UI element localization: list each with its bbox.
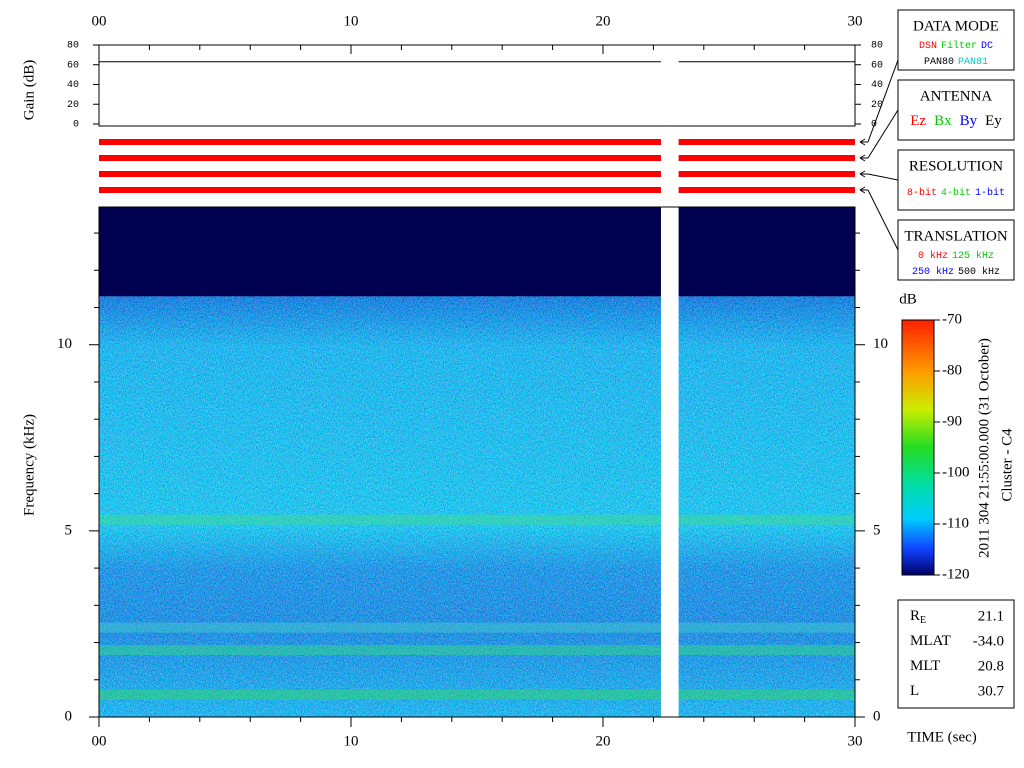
legend-item: 0 kHz — [918, 250, 948, 262]
x-tick-label: 10 — [344, 733, 359, 749]
legend-pointer — [859, 186, 899, 251]
legend-item: 1-bit — [975, 187, 1005, 199]
info-label-main: MLAT — [910, 633, 951, 649]
legend-row: PAN80 PAN81 — [924, 57, 988, 68]
legend-row: 8-bit 4-bit 1-bit — [907, 187, 1005, 199]
gain-tick-label: 0 — [73, 120, 79, 131]
freq-tick-label: 10 — [873, 336, 888, 352]
legend-item: Ez — [910, 113, 926, 129]
data-gap — [660, 135, 679, 717]
legend-item: Bx — [934, 113, 952, 129]
colorbar — [901, 319, 935, 576]
gain-tick-label: 60 — [871, 60, 883, 71]
legend-item: PAN81 — [958, 57, 988, 68]
status-stripe — [99, 139, 855, 145]
info-value: -34.0 — [973, 633, 1004, 649]
colorbar-label: dB — [899, 291, 917, 307]
legend-item: 4-bit — [941, 187, 971, 199]
colorbar-tick-label: -100 — [942, 464, 970, 480]
info-value: 21.1 — [978, 608, 1004, 624]
legend-row: 0 kHz 125 kHz — [918, 250, 994, 262]
status-stripe — [99, 187, 855, 193]
legend-item: 8-bit — [907, 187, 937, 199]
freq-tick-label: 0 — [873, 708, 881, 724]
x-axis-label: TIME (sec) — [907, 729, 977, 745]
colorbar-tick-label: -110 — [942, 515, 969, 531]
gain-tick-label: 60 — [67, 60, 79, 71]
gain-tick-label: 80 — [871, 41, 883, 52]
legend-item: DSN — [919, 41, 937, 52]
legend-item: 500 kHz — [958, 266, 1000, 278]
legend-item: Ey — [985, 113, 1002, 129]
legend-item: Filter — [941, 40, 977, 52]
spectrogram-noise — [99, 276, 855, 717]
gain-tick-label: 40 — [871, 80, 883, 91]
freq-axis-label: Frequency (kHz) — [21, 414, 37, 516]
x-tick-label: 30 — [848, 13, 863, 29]
side-title: 2011 304 21:55:00.000 (31 October) — [976, 338, 992, 558]
gain-tick-label: 20 — [871, 100, 883, 111]
emission-band — [99, 622, 855, 633]
x-tick-label: 10 — [344, 13, 359, 29]
legend-title: DATA MODE — [913, 18, 999, 34]
x-tick-label: 20 — [596, 733, 611, 749]
legend-box — [897, 149, 1015, 211]
legend-box — [897, 79, 1015, 141]
legend-row: Ez Bx By Ey — [910, 113, 1002, 129]
legend-title: ANTENNA — [920, 88, 993, 104]
emission-band — [99, 644, 855, 655]
info-label-main: MLT — [910, 658, 940, 674]
emission-band — [99, 689, 855, 700]
info-value: 20.8 — [978, 658, 1004, 674]
colorbar-tick-label: -90 — [942, 413, 962, 429]
info-label-main: L — [910, 683, 919, 699]
colorbar-tick-label: -80 — [942, 362, 962, 378]
info-box — [897, 599, 1015, 709]
info-label: MLT — [910, 658, 940, 674]
quiet-region — [99, 207, 855, 297]
status-stripe — [99, 171, 855, 177]
legend-item: DC — [981, 41, 993, 52]
freq-tick-label: 0 — [65, 708, 73, 724]
legend-item: PAN80 — [924, 57, 954, 68]
legend-item: 250 kHz — [912, 266, 954, 278]
legend-item: 125 kHz — [952, 250, 994, 262]
info-label: L — [910, 683, 919, 699]
legend-pointer — [859, 59, 899, 146]
legend-box — [897, 219, 1015, 281]
gain-tick-label: 80 — [67, 41, 79, 52]
info-label: RE — [910, 608, 926, 626]
freq-tick-label: 10 — [57, 336, 72, 352]
x-tick-label: 00 — [92, 13, 107, 29]
info-label-sub: E — [920, 615, 926, 626]
info-label-main: R — [910, 608, 920, 624]
status-stripe — [99, 155, 855, 161]
legend-box — [897, 9, 1015, 71]
freq-tick-label: 5 — [873, 522, 881, 538]
legend-row: 250 kHz 500 kHz — [912, 266, 1000, 278]
legend-title: RESOLUTION — [909, 158, 1003, 174]
legend-item: By — [960, 113, 978, 129]
spectrogram-frame — [98, 206, 856, 718]
gain-frame — [98, 44, 856, 127]
freq-tick-label: 5 — [65, 522, 73, 538]
x-tick-label: 30 — [848, 733, 863, 749]
colorbar-tick-label: -70 — [942, 311, 962, 327]
legend-pointer — [859, 109, 899, 162]
gain-tick-label: 40 — [67, 80, 79, 91]
emission-band — [99, 514, 855, 525]
legend-title: TRANSLATION — [904, 228, 1007, 244]
info-value: 30.7 — [978, 683, 1005, 699]
x-tick-label: 00 — [92, 733, 107, 749]
side-subtitle: Cluster - C4 — [999, 428, 1015, 502]
info-label: MLAT — [910, 633, 951, 649]
x-tick-label: 20 — [596, 13, 611, 29]
legend-row: DSN Filter DC — [919, 40, 993, 52]
colorbar-tick-label: -120 — [942, 566, 970, 582]
gain-axis-label: Gain (dB) — [21, 60, 37, 120]
gain-tick-label: 20 — [67, 100, 79, 111]
legend-pointer — [859, 170, 899, 181]
